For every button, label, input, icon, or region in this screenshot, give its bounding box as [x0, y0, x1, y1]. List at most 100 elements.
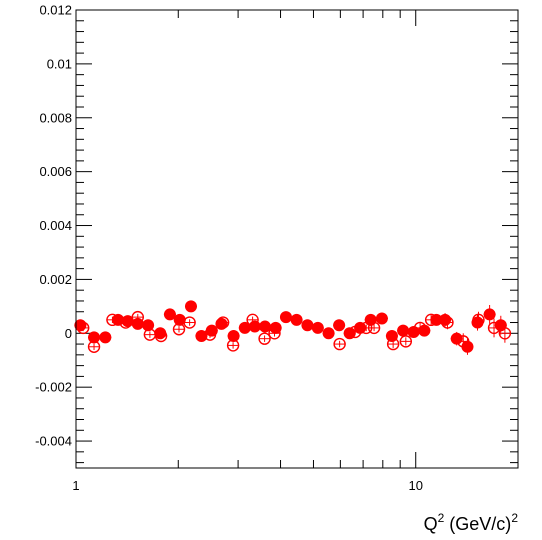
open-marker [119, 316, 132, 329]
data-point-open [246, 313, 259, 327]
x-axis-title-exp1: 2 [438, 511, 445, 525]
open-marker [154, 329, 168, 343]
filled-marker [227, 329, 240, 342]
open-marker [441, 316, 454, 329]
data-point-filled [184, 300, 197, 313]
filled-marker [375, 312, 388, 325]
filled-marker [279, 311, 292, 324]
filled-marker [142, 319, 155, 332]
open-marker [203, 328, 217, 341]
data-point-filled [238, 321, 251, 334]
y-tick-label: 0.002 [39, 272, 72, 287]
open-marker [226, 339, 240, 352]
data-point-filled [142, 319, 155, 332]
data-point-filled [322, 327, 335, 340]
data-point-open [268, 327, 281, 340]
open-marker [258, 332, 271, 345]
open-marker [424, 313, 438, 327]
y-tick-label: 0.01 [47, 56, 72, 71]
open-marker [216, 316, 230, 329]
filled-marker [184, 300, 197, 313]
filled-marker [290, 313, 303, 326]
open-marker [131, 310, 144, 324]
open-marker [143, 328, 157, 341]
data-point-open [413, 321, 427, 335]
y-tick-label: 0.004 [39, 218, 72, 233]
y-tick-label: 0.012 [39, 3, 72, 18]
data-point-open [143, 328, 157, 341]
data-point-open [106, 313, 119, 327]
y-tick-label: 0.008 [39, 110, 72, 125]
x-axis-title: Q2 (GeV/c)2 [424, 511, 519, 534]
y-axis-ticks [76, 9, 518, 464]
data-point-open [183, 316, 196, 329]
data-point-filled [163, 308, 176, 321]
data-point-filled [99, 331, 112, 344]
open-marker [76, 321, 90, 335]
filled-marker [322, 327, 335, 340]
data-point-open [386, 337, 400, 351]
data-point-filled [227, 329, 240, 342]
data-point-open [472, 311, 485, 328]
data-point-open [333, 337, 346, 351]
filled-marker [99, 331, 112, 344]
filled-marker [311, 321, 324, 334]
open-marker [348, 325, 362, 339]
open-marker [106, 313, 119, 327]
filled-marker [333, 319, 346, 332]
open-marker [487, 321, 501, 335]
x-tick-label: 10 [408, 478, 422, 493]
y-axis-tick-labels: -0.004 -0.002 0 0.002 0.004 0.006 0.008 0.01 0.0… [35, 3, 72, 449]
data-point-filled [333, 319, 346, 332]
data-point-filled [301, 319, 314, 332]
data-point-open [226, 339, 240, 352]
data-point-filled [290, 313, 303, 326]
data-point-open [441, 315, 454, 330]
open-marker [457, 335, 470, 348]
data-point-open [172, 323, 186, 336]
data-point-open [76, 321, 90, 335]
filled-marker [258, 320, 271, 333]
data-point-filled [397, 324, 410, 337]
x-tick-label: 1 [72, 478, 79, 493]
data-point-open [348, 325, 362, 339]
data-point-open [258, 332, 271, 345]
open-marker [413, 321, 427, 335]
open-marker [172, 323, 186, 336]
filled-marker [483, 308, 496, 321]
open-marker [399, 335, 413, 348]
data-point-open [498, 323, 512, 343]
open-marker [367, 321, 381, 335]
data-point-open [154, 329, 168, 343]
y-tick-label: 0.006 [39, 164, 72, 179]
open-marker [472, 313, 485, 327]
open-marker [268, 327, 281, 340]
x-axis-title-exp2: 2 [511, 511, 518, 525]
data-point-open [131, 310, 144, 324]
x-axis-title-base: Q [424, 514, 438, 534]
data-point-open [424, 313, 438, 327]
data-markers [74, 300, 512, 355]
data-point-open [203, 328, 217, 341]
data-point-open [216, 316, 230, 329]
open-marker [333, 337, 346, 351]
plot-frame [75, 9, 519, 469]
y-tick-label: 0 [65, 326, 72, 341]
data-point-open [367, 321, 381, 335]
open-marker [183, 316, 196, 329]
data-point-open [87, 340, 101, 353]
filled-marker [397, 324, 410, 337]
open-marker [498, 327, 512, 340]
y-tick-label: -0.002 [35, 380, 72, 395]
x-axis-title-unit: (GeV/c) [444, 514, 511, 534]
open-marker [246, 313, 259, 327]
data-point-open [119, 316, 132, 329]
data-point-filled [483, 305, 496, 324]
data-point-filled [248, 320, 261, 333]
filled-marker [301, 319, 314, 332]
data-point-open [457, 333, 470, 350]
filled-marker [163, 308, 176, 321]
data-point-filled [311, 321, 324, 334]
